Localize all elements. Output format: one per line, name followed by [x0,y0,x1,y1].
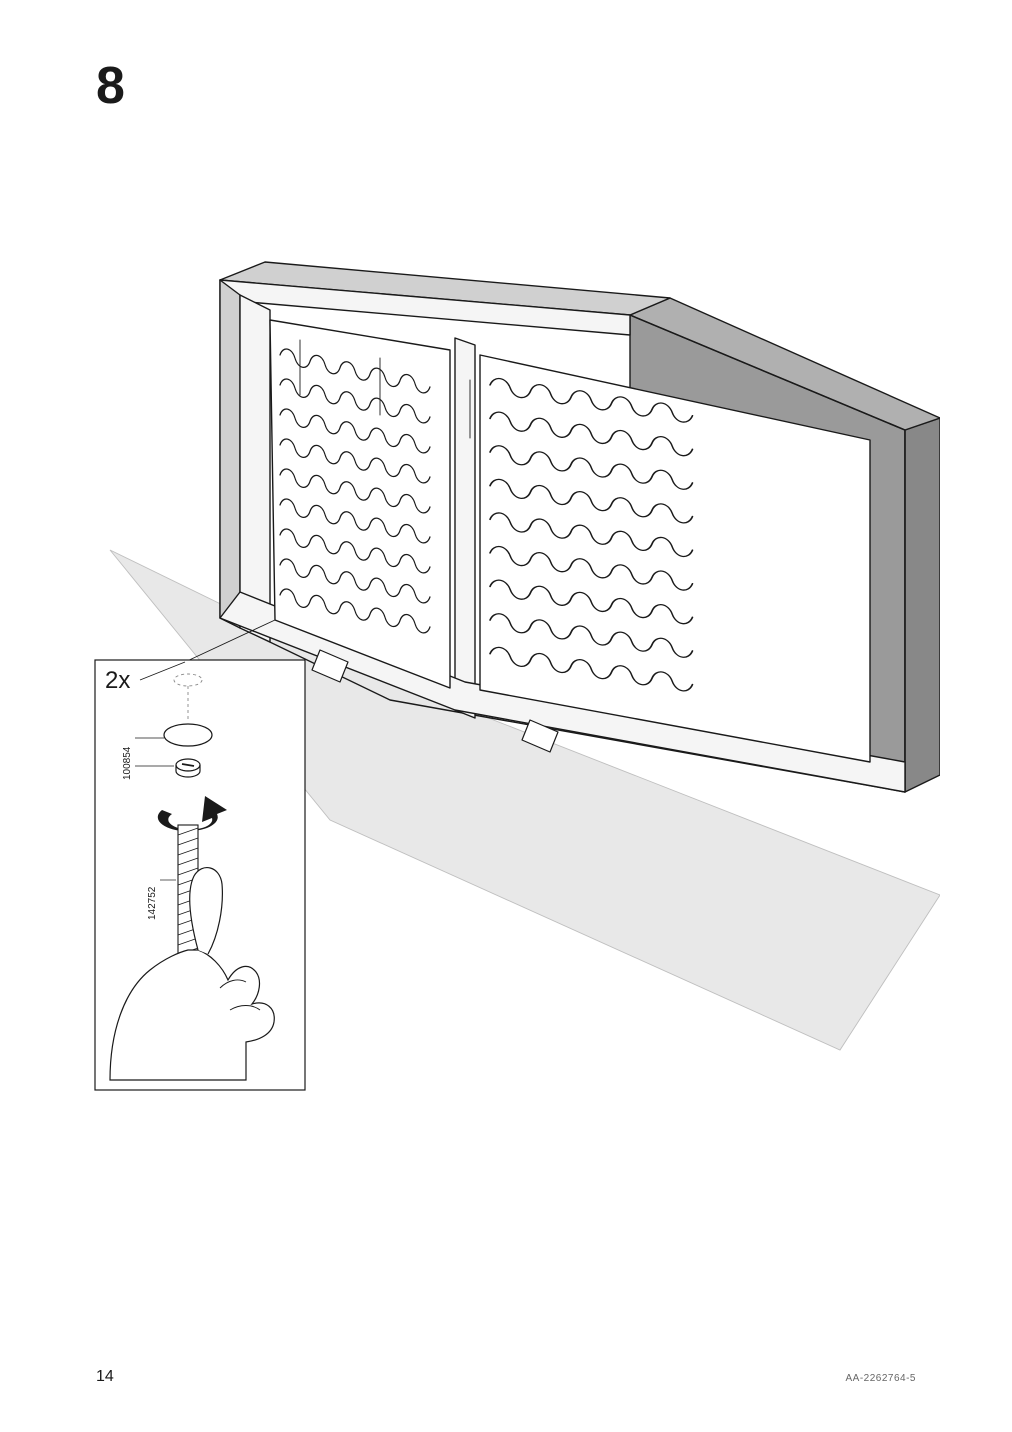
quantity-label: 2x [105,667,130,694]
document-id: AA-2262764-5 [846,1373,917,1384]
assembly-illustration: 2x 100854 [70,180,940,1180]
step-number: 8 [96,56,124,116]
page-number: 14 [96,1368,114,1386]
part-number-lock: 100854 [122,746,133,780]
instruction-page: 8 [0,0,1012,1432]
part-number-bolt: 142752 [147,886,158,920]
hardware-callout: 2x 100854 [95,660,305,1090]
